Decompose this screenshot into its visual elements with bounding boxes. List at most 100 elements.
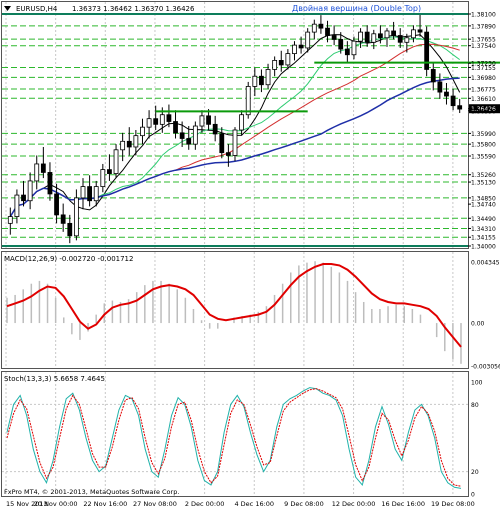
candle-body bbox=[206, 115, 211, 125]
candle-body bbox=[93, 186, 99, 202]
macd-histogram bbox=[6, 261, 462, 364]
candle-body bbox=[338, 39, 344, 50]
candle-body bbox=[153, 118, 159, 125]
macd-tick-label: 0.004345 bbox=[471, 260, 500, 267]
candle-body bbox=[199, 115, 205, 127]
candle-body bbox=[14, 194, 20, 217]
price-panel-frame bbox=[1, 1, 469, 249]
candle-body bbox=[424, 31, 430, 70]
macd-tick-label: 0.00 bbox=[471, 321, 485, 328]
candle-body bbox=[232, 129, 238, 156]
candle-body bbox=[7, 216, 13, 224]
candle-body bbox=[179, 132, 185, 139]
chart-header-ohlc: 1.36373 1.36462 1.36370 1.36426 bbox=[72, 5, 195, 13]
candle-body bbox=[133, 135, 139, 148]
time-tick-label: 22 Nov 16:00 bbox=[83, 500, 127, 508]
price-tick-label: 1.34490 bbox=[471, 216, 496, 223]
stochastic-tick-label: 100 bbox=[471, 380, 483, 387]
dropdown-triangle-icon[interactable] bbox=[4, 6, 11, 11]
price-tick-label: 1.36426 bbox=[471, 106, 496, 113]
price-tick-label: 1.36775 bbox=[471, 86, 496, 93]
candle-body bbox=[377, 33, 383, 39]
price-tick-label: 1.35800 bbox=[471, 142, 496, 149]
candle-body bbox=[219, 133, 225, 154]
candle-body bbox=[60, 214, 66, 224]
macd-axis: 0.004345 0.00 -0.003056 bbox=[471, 260, 500, 371]
price-tick-label: 1.36980 bbox=[471, 75, 496, 82]
stochastic-main-line bbox=[6, 387, 462, 489]
time-tick-label: 9 Dec 08:00 bbox=[284, 500, 324, 508]
price-tick-label: 1.37155 bbox=[471, 65, 496, 72]
candle-body bbox=[113, 149, 119, 174]
candle-body bbox=[80, 186, 86, 199]
candle-body bbox=[285, 53, 291, 66]
stochastic-tick-label: 80 bbox=[471, 402, 479, 409]
macd-label: MACD(12,26,9) -0.002720 -0.001712 bbox=[4, 255, 133, 263]
copyright: FxPro MT4, © 2001-2013, MetaQuotes Softw… bbox=[4, 488, 179, 496]
candle-body bbox=[364, 31, 370, 43]
time-tick-label: 4 Dec 16:00 bbox=[234, 500, 274, 508]
candle-body bbox=[54, 193, 59, 216]
current-price-box bbox=[469, 104, 500, 114]
stochastic-tick-label: 20 bbox=[471, 469, 479, 476]
candle-body bbox=[371, 33, 377, 43]
price-tick-label: 1.37890 bbox=[471, 23, 496, 30]
time-tick-label: 27 Nov 08:00 bbox=[133, 500, 177, 508]
candle-body bbox=[397, 35, 403, 43]
candle-body bbox=[411, 29, 416, 39]
stochastic-panel: Stoch(13,3,3) 5.6658 7.4645 FxPro MT4, ©… bbox=[1, 371, 483, 499]
candle-body bbox=[318, 23, 324, 29]
stochastic-axis: 100 80 20 0 bbox=[471, 380, 483, 499]
candle-body bbox=[384, 30, 390, 39]
macd-panel: MACD(12,26,9) -0.002720 -0.001712 0.0043… bbox=[1, 251, 500, 371]
candle-body bbox=[107, 169, 112, 174]
candle-body bbox=[344, 48, 350, 56]
candle-body bbox=[437, 81, 443, 93]
stochastic-grid bbox=[2, 372, 468, 496]
candle-body bbox=[245, 86, 251, 116]
price-tick-label: 1.34000 bbox=[471, 244, 496, 251]
price-tick-label: 1.35130 bbox=[471, 180, 496, 187]
candle-body bbox=[351, 40, 357, 56]
candle-body bbox=[450, 95, 456, 107]
double-top-label: Двойная вершина (Double Top) bbox=[292, 4, 421, 13]
price-tick-label: 1.35590 bbox=[471, 154, 496, 161]
candle-body bbox=[225, 152, 231, 156]
macd-panel-frame bbox=[1, 251, 469, 369]
price-panel: EURUSD,H4 1.36373 1.36462 1.36370 1.3642… bbox=[1, 1, 500, 251]
candle-body bbox=[325, 27, 330, 36]
candle-body bbox=[173, 121, 178, 134]
price-tick-label: 1.35260 bbox=[471, 172, 496, 179]
candle-body bbox=[47, 172, 53, 195]
ma-blue-line bbox=[9, 77, 460, 217]
candle-body bbox=[358, 31, 363, 42]
candle-body bbox=[192, 125, 198, 145]
candle-body bbox=[186, 138, 192, 145]
time-tick-label: 12 Dec 00:00 bbox=[332, 500, 376, 508]
price-tick-label: 1.37540 bbox=[471, 43, 496, 50]
price-tick-label: 1.34850 bbox=[471, 195, 496, 202]
time-tick-label: 20 Nov 00:00 bbox=[34, 500, 78, 508]
candle-body bbox=[278, 60, 284, 66]
time-tick-label: 2 Dec 00:00 bbox=[185, 500, 225, 508]
candle-body bbox=[311, 23, 317, 33]
candle-body bbox=[27, 180, 33, 202]
stochastic-panel-frame bbox=[1, 371, 469, 497]
candle-body bbox=[239, 114, 245, 131]
price-tick-label: 1.36610 bbox=[471, 96, 496, 103]
price-tick-label: 1.34740 bbox=[471, 202, 496, 209]
candle-body bbox=[298, 44, 304, 49]
candle-body bbox=[140, 126, 145, 137]
candle-body bbox=[126, 140, 132, 148]
candle-body bbox=[259, 75, 264, 86]
candle-body bbox=[331, 35, 337, 40]
time-tick-label: 16 Dec 16:00 bbox=[381, 500, 425, 508]
macd-tick-label: -0.003056 bbox=[471, 364, 500, 371]
stochastic-label: Stoch(13,3,3) 5.6658 7.4645 bbox=[4, 375, 105, 383]
candle-body bbox=[146, 118, 152, 128]
candle-body bbox=[159, 114, 165, 125]
candle-body bbox=[305, 31, 311, 49]
